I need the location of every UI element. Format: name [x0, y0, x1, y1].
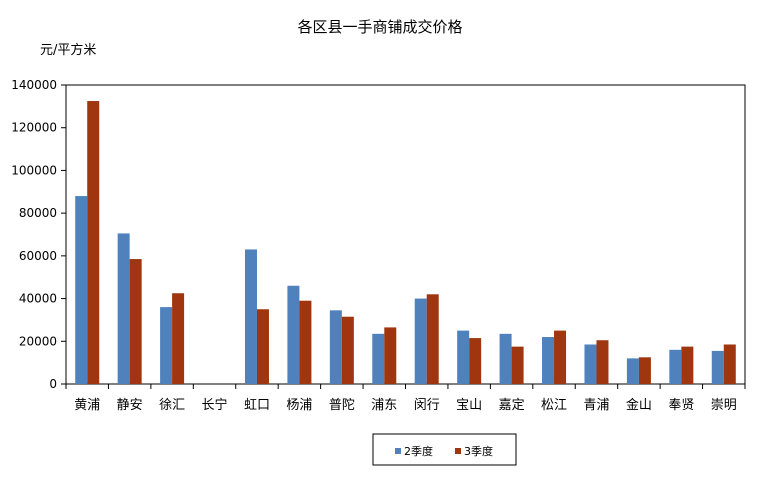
x-tick-label: 闵行: [414, 398, 440, 413]
bar-q2-金山: [626, 358, 639, 384]
y-tick-label: 0: [49, 377, 57, 391]
y-axis-unit-label: 元/平方米: [40, 42, 96, 58]
y-tick-label: 40000: [19, 292, 57, 306]
chart-title: 各区县一手商铺成交价格: [297, 18, 462, 36]
bar-q2-松江: [542, 337, 555, 384]
legend: 2季度 3季度: [372, 433, 517, 466]
x-axis-ticks: 黄浦 静安 徐汇 长宁 虹口 杨浦 普陀 浦东 闵行 宝山 嘉定 松江 青浦 金山 奉贤 崇明: [65, 384, 746, 413]
bar-q3-闵行: [426, 294, 439, 384]
bar-q2-青浦: [584, 344, 597, 384]
x-tick-label: 嘉定: [499, 398, 525, 413]
legend-label: 3季度: [464, 444, 493, 458]
x-tick-label: 普陀: [329, 397, 355, 413]
bar-q3-黄浦: [87, 101, 100, 385]
y-tick-label: 120000: [11, 121, 57, 135]
x-tick-label: 宝山: [456, 398, 482, 413]
bar-q3-浦东: [384, 327, 397, 384]
bar-q2-崇明: [711, 350, 724, 384]
bar-q3-虹口: [256, 309, 269, 384]
y-tick-label: 20000: [19, 334, 57, 348]
legend-label: 2季度: [404, 444, 433, 458]
bar-q2-奉贤: [669, 349, 682, 384]
bar-q2-浦东: [372, 333, 385, 384]
x-tick-label: 崇明: [711, 398, 737, 413]
bar-q3-宝山: [469, 338, 482, 384]
bar-q3-崇明: [723, 344, 736, 384]
bar-q2-普陀: [329, 310, 342, 384]
bar-q2-宝山: [457, 330, 470, 384]
bar-q2-虹口: [244, 249, 257, 384]
x-tick-label: 徐汇: [159, 398, 185, 413]
legend-swatch: [455, 448, 461, 454]
x-tick-label: 松江: [541, 398, 567, 413]
legend-swatch: [395, 448, 401, 454]
x-tick-label: 静安: [117, 398, 143, 413]
y-tick-label: 100000: [11, 163, 57, 177]
x-tick-label: 杨浦: [286, 398, 312, 413]
y-tick-label: 140000: [11, 78, 57, 92]
bar-q2-黄浦: [75, 196, 88, 384]
legend-items: 2季度 3季度: [395, 444, 493, 458]
bar-q2-静安: [117, 233, 130, 384]
bar-q2-闵行: [414, 298, 427, 384]
bar-q3-徐汇: [172, 293, 185, 384]
bar-q3-奉贤: [681, 346, 694, 384]
x-tick-label: 虹口: [244, 398, 270, 413]
bar-q3-青浦: [596, 340, 609, 384]
bar-q2-徐汇: [160, 307, 173, 384]
y-axis-ticks: 0 20000 40000 60000 80000 100000 120000 140000: [11, 78, 66, 391]
x-tick-label: 长宁: [202, 397, 228, 413]
legend-frame: [372, 433, 517, 466]
x-tick-label: 黄浦: [74, 398, 100, 413]
x-tick-label: 奉贤: [668, 398, 694, 413]
bar-q2-杨浦: [287, 285, 300, 384]
bar-q3-杨浦: [299, 300, 312, 384]
bar-q3-静安: [129, 259, 142, 384]
x-tick-label: 金山: [626, 397, 652, 413]
y-tick-label: 80000: [19, 206, 57, 220]
bar-q2-嘉定: [499, 333, 512, 384]
bar-q3-金山: [638, 357, 651, 384]
bar-series-group: [75, 101, 736, 385]
x-tick-label: 浦东: [371, 398, 397, 413]
y-tick-label: 60000: [19, 249, 57, 263]
bar-q3-松江: [554, 330, 567, 384]
bar-q3-嘉定: [511, 346, 524, 384]
x-tick-label: 青浦: [583, 398, 609, 413]
bar-q3-普陀: [341, 316, 354, 384]
